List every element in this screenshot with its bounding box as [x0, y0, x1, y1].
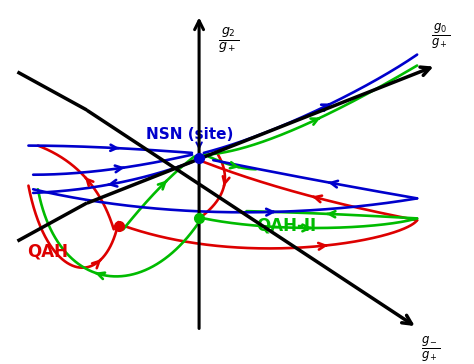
Text: QAH: QAH — [27, 242, 68, 260]
Text: $\frac{g_0}{g_+}$: $\frac{g_0}{g_+}$ — [431, 22, 451, 51]
Text: $\frac{g_2}{g_+}$: $\frac{g_2}{g_+}$ — [218, 25, 239, 55]
Text: QAH-II: QAH-II — [256, 217, 316, 235]
Text: NSN (site): NSN (site) — [146, 127, 233, 142]
Text: $\frac{g_-}{g_+}$: $\frac{g_-}{g_+}$ — [421, 335, 441, 364]
